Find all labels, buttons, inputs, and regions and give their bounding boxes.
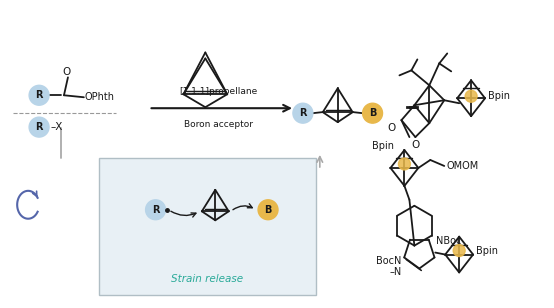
- Text: –N: –N: [389, 267, 402, 278]
- FancyBboxPatch shape: [99, 158, 316, 295]
- Text: Boron acceptor: Boron acceptor: [184, 120, 253, 129]
- Circle shape: [258, 200, 278, 220]
- Text: O: O: [63, 67, 71, 77]
- Text: Bpin: Bpin: [488, 91, 510, 101]
- Text: O: O: [387, 123, 396, 133]
- Text: R: R: [152, 205, 160, 215]
- Text: [1.1.1]propellane: [1.1.1]propellane: [179, 87, 258, 96]
- Text: R: R: [299, 108, 306, 118]
- Text: Bpin: Bpin: [372, 141, 393, 151]
- Text: Strain release: Strain release: [171, 274, 243, 284]
- Text: NBoc: NBoc: [437, 236, 461, 245]
- Circle shape: [146, 200, 166, 220]
- Circle shape: [453, 245, 465, 257]
- Text: R: R: [35, 90, 43, 100]
- Text: OMOM: OMOM: [446, 161, 479, 171]
- Text: Bpin: Bpin: [476, 245, 498, 256]
- Text: B: B: [264, 205, 271, 215]
- Text: –X: –X: [50, 122, 63, 132]
- Text: B: B: [369, 108, 376, 118]
- Circle shape: [398, 158, 411, 170]
- Text: BocN: BocN: [376, 256, 402, 265]
- Text: O: O: [411, 140, 419, 150]
- Circle shape: [29, 85, 49, 105]
- Text: R: R: [35, 122, 43, 132]
- Text: OPhth: OPhth: [85, 92, 115, 102]
- Circle shape: [293, 103, 313, 123]
- Circle shape: [465, 90, 477, 102]
- Circle shape: [29, 117, 49, 137]
- Circle shape: [363, 103, 382, 123]
